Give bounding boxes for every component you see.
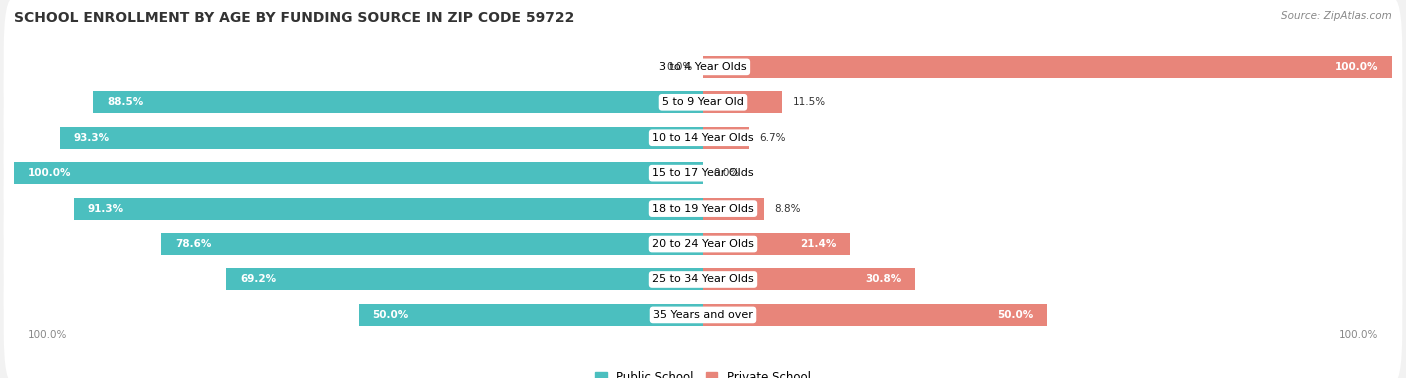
Text: 69.2%: 69.2% bbox=[240, 274, 276, 285]
Text: 11.5%: 11.5% bbox=[793, 97, 825, 107]
Text: 50.0%: 50.0% bbox=[373, 310, 409, 320]
Text: 35 Years and over: 35 Years and over bbox=[652, 310, 754, 320]
Text: 100.0%: 100.0% bbox=[28, 330, 67, 341]
Text: 21.4%: 21.4% bbox=[800, 239, 837, 249]
Bar bbox=[703, 198, 763, 220]
Bar bbox=[75, 198, 703, 220]
FancyBboxPatch shape bbox=[4, 245, 1402, 378]
Bar bbox=[60, 127, 703, 149]
Bar bbox=[703, 56, 1392, 78]
Bar bbox=[703, 304, 1047, 326]
Text: 100.0%: 100.0% bbox=[28, 168, 72, 178]
Text: 50.0%: 50.0% bbox=[997, 310, 1033, 320]
FancyBboxPatch shape bbox=[4, 174, 1402, 314]
Text: 6.7%: 6.7% bbox=[759, 133, 786, 143]
Text: 100.0%: 100.0% bbox=[1339, 330, 1378, 341]
Bar bbox=[14, 162, 703, 184]
Text: SCHOOL ENROLLMENT BY AGE BY FUNDING SOURCE IN ZIP CODE 59722: SCHOOL ENROLLMENT BY AGE BY FUNDING SOUR… bbox=[14, 11, 575, 25]
Bar bbox=[93, 91, 703, 113]
Text: 78.6%: 78.6% bbox=[176, 239, 212, 249]
Text: 5 to 9 Year Old: 5 to 9 Year Old bbox=[662, 97, 744, 107]
FancyBboxPatch shape bbox=[4, 103, 1402, 243]
Text: 0.0%: 0.0% bbox=[713, 168, 740, 178]
Text: 91.3%: 91.3% bbox=[87, 204, 124, 214]
Text: 100.0%: 100.0% bbox=[1334, 62, 1378, 72]
Bar bbox=[703, 233, 851, 255]
Text: 30.8%: 30.8% bbox=[865, 274, 901, 285]
FancyBboxPatch shape bbox=[4, 210, 1402, 349]
Text: 25 to 34 Year Olds: 25 to 34 Year Olds bbox=[652, 274, 754, 285]
FancyBboxPatch shape bbox=[4, 139, 1402, 279]
Bar bbox=[226, 268, 703, 290]
Text: 0.0%: 0.0% bbox=[666, 62, 693, 72]
Bar bbox=[359, 304, 703, 326]
Text: 93.3%: 93.3% bbox=[75, 133, 110, 143]
FancyBboxPatch shape bbox=[4, 68, 1402, 208]
Text: 10 to 14 Year Olds: 10 to 14 Year Olds bbox=[652, 133, 754, 143]
Text: 8.8%: 8.8% bbox=[773, 204, 800, 214]
Text: 18 to 19 Year Olds: 18 to 19 Year Olds bbox=[652, 204, 754, 214]
Text: Source: ZipAtlas.com: Source: ZipAtlas.com bbox=[1281, 11, 1392, 21]
Text: 88.5%: 88.5% bbox=[107, 97, 143, 107]
Bar bbox=[703, 127, 749, 149]
Text: 3 to 4 Year Olds: 3 to 4 Year Olds bbox=[659, 62, 747, 72]
Text: 20 to 24 Year Olds: 20 to 24 Year Olds bbox=[652, 239, 754, 249]
Bar bbox=[703, 91, 782, 113]
Legend: Public School, Private School: Public School, Private School bbox=[591, 367, 815, 378]
FancyBboxPatch shape bbox=[4, 0, 1402, 137]
Bar bbox=[703, 268, 915, 290]
Bar bbox=[162, 233, 703, 255]
Text: 15 to 17 Year Olds: 15 to 17 Year Olds bbox=[652, 168, 754, 178]
FancyBboxPatch shape bbox=[4, 33, 1402, 172]
